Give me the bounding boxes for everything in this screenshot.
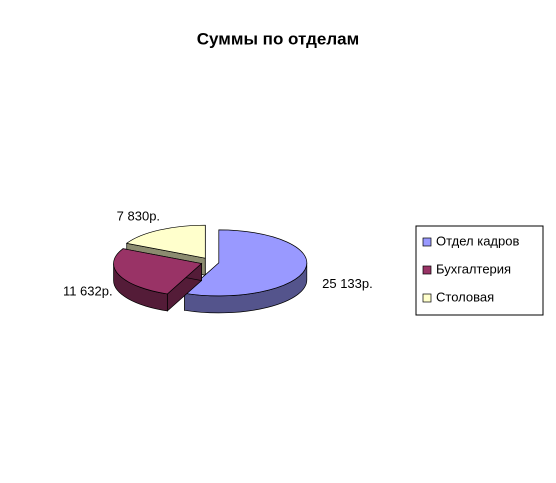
legend-swatch [422, 265, 432, 275]
legend-label: Бухгалтерия [436, 261, 511, 276]
legend-swatch [422, 293, 432, 303]
chart-title: Суммы по отделам [197, 29, 359, 48]
data-label: 11 632р. [63, 284, 113, 299]
slice-top [113, 248, 203, 295]
data-label: 25 133р. [322, 276, 373, 291]
pie-slice [183, 229, 308, 314]
slice-top [183, 229, 308, 297]
slice-top [125, 224, 206, 259]
legend-swatch [422, 237, 432, 247]
legend-label: Отдел кадров [436, 233, 519, 248]
legend-box [415, 225, 544, 316]
data-label: 7 830р. [117, 208, 160, 223]
legend-label: Столовая [436, 289, 494, 304]
pie-slice [113, 248, 203, 312]
